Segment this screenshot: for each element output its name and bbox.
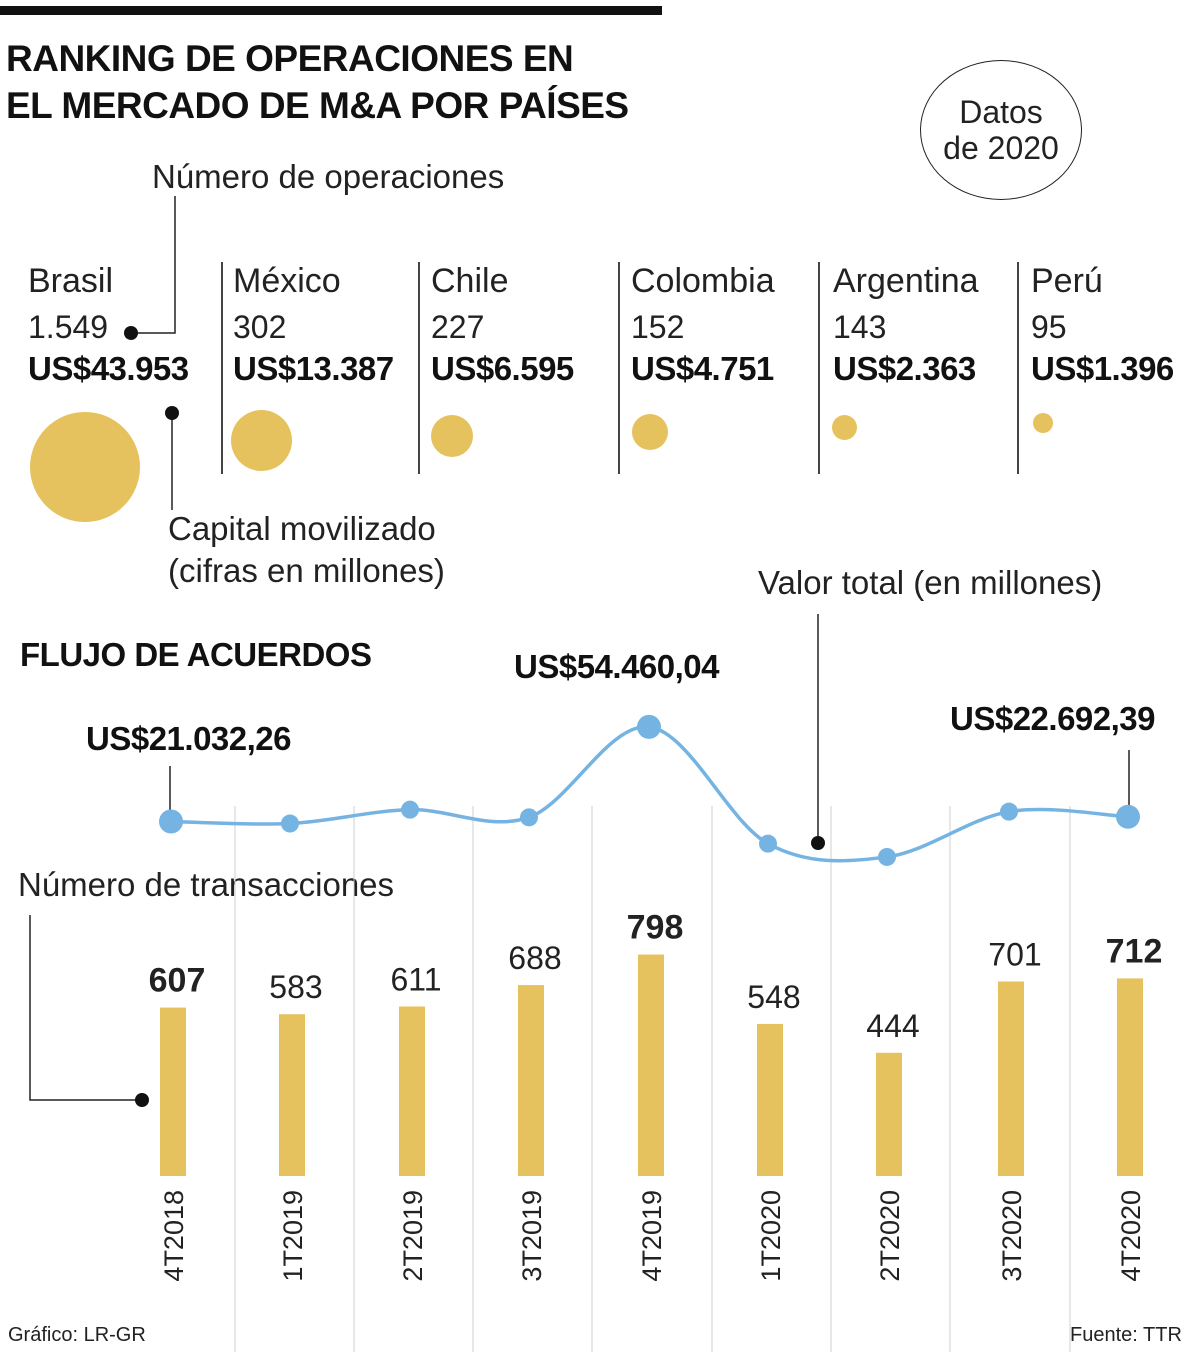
bar-value-label: 688 bbox=[508, 940, 561, 976]
footer-source: Fuente: TTR bbox=[1070, 1324, 1182, 1346]
bubble-brasil bbox=[30, 412, 140, 522]
country-divider bbox=[618, 262, 620, 474]
bubble-colombia bbox=[632, 414, 668, 450]
callout-first: US$21.032,26 bbox=[86, 720, 292, 757]
value-label-dot bbox=[811, 836, 825, 850]
line-point-1T2020 bbox=[759, 834, 777, 853]
country-operations: 302 bbox=[233, 309, 287, 345]
transactions-leader bbox=[29, 915, 142, 1101]
bar-3T2020 bbox=[998, 981, 1024, 1176]
title-line-2: EL MERCADO DE M&A POR PAÍSES bbox=[6, 85, 629, 126]
bar-1T2019 bbox=[279, 1014, 305, 1176]
country-operations: 1.549 bbox=[28, 309, 109, 345]
country-capital: US$2.363 bbox=[833, 350, 976, 387]
country-capital: US$13.387 bbox=[233, 350, 394, 387]
line-point-3T2020 bbox=[1000, 802, 1018, 821]
bar-4T2020 bbox=[1117, 978, 1143, 1176]
bar-value-label: 611 bbox=[390, 961, 441, 997]
country-capital: US$4.751 bbox=[631, 350, 774, 387]
bar-2T2020 bbox=[876, 1052, 902, 1176]
line-point-4T2019 bbox=[637, 714, 661, 739]
line-point-4T2020 bbox=[1116, 804, 1140, 829]
operations-leader-line bbox=[131, 196, 176, 334]
bar-value-label: 583 bbox=[269, 969, 322, 1005]
country-capital: US$6.595 bbox=[431, 350, 574, 387]
country-name: Chile bbox=[431, 262, 509, 300]
transactions-leader-dot bbox=[135, 1093, 149, 1107]
country-name: Brasil bbox=[28, 262, 114, 300]
bar-value-label: 701 bbox=[988, 936, 1041, 972]
bar-1T2020 bbox=[757, 1023, 783, 1176]
country-chile: Chile 227 US$6.595 bbox=[431, 262, 574, 388]
value-label: Valor total (en millones) bbox=[758, 564, 1103, 601]
country-divider bbox=[221, 262, 223, 474]
country-colombia: Colombia 152 US$4.751 bbox=[631, 262, 775, 388]
bar-2T2019 bbox=[399, 1006, 425, 1176]
value-series-line bbox=[170, 725, 1129, 863]
top-rule bbox=[0, 6, 662, 15]
country-argentina: Argentina 143 US$2.363 bbox=[833, 262, 979, 388]
footer-credit: Gráfico: LR-GR bbox=[8, 1324, 146, 1346]
country-name: Colombia bbox=[631, 262, 775, 300]
bar-3T2019 bbox=[518, 985, 544, 1176]
operations-leader-dot bbox=[124, 326, 138, 340]
x-tick-label: 3T2019 bbox=[517, 1190, 547, 1282]
legend-capital-line-2: (cifras en millones) bbox=[168, 552, 445, 589]
bar-value-label: 548 bbox=[747, 979, 800, 1015]
country-name: México bbox=[233, 262, 341, 300]
legend-operations: Número de operaciones bbox=[152, 158, 505, 195]
x-tick-label: 4T2019 bbox=[637, 1190, 667, 1282]
legend-capital-line-1: Capital movilizado bbox=[168, 510, 436, 547]
bubble-chile bbox=[431, 415, 473, 457]
country-divider bbox=[418, 262, 420, 474]
line-point-3T2019 bbox=[520, 808, 538, 827]
bubble-argentina bbox=[832, 415, 857, 440]
line-point-2T2020 bbox=[878, 847, 896, 866]
x-tick-label: 1T2019 bbox=[278, 1190, 308, 1282]
country-divider bbox=[818, 262, 820, 474]
date-badge-line-2: de 2020 bbox=[943, 130, 1059, 166]
x-tick-label: 4T2018 bbox=[159, 1190, 189, 1282]
country-name: Argentina bbox=[833, 262, 979, 300]
bar-value-label: 798 bbox=[627, 909, 684, 947]
transactions-label: Número de transacciones bbox=[18, 866, 395, 903]
country-name: Perú bbox=[1031, 262, 1103, 300]
flow-title: FLUJO DE ACUERDOS bbox=[20, 636, 372, 673]
callout-peak: US$54.460,04 bbox=[514, 648, 720, 685]
bar-value-label: 444 bbox=[866, 1008, 919, 1044]
bubble-mexico bbox=[231, 410, 292, 471]
capital-leader-dot bbox=[165, 406, 179, 420]
country-capital: US$43.953 bbox=[28, 350, 189, 387]
bar-value-label: 607 bbox=[149, 962, 206, 1000]
country-mexico: México 302 US$13.387 bbox=[233, 262, 394, 388]
country-capital: US$1.396 bbox=[1031, 350, 1174, 387]
date-badge-line-1: Datos bbox=[959, 94, 1043, 130]
x-tick-label: 4T2020 bbox=[1116, 1190, 1146, 1282]
title-line-1: RANKING DE OPERACIONES EN bbox=[6, 38, 574, 79]
x-tick-label: 1T2020 bbox=[756, 1190, 786, 1282]
bar-4T2018 bbox=[160, 1007, 186, 1176]
country-divider bbox=[1017, 262, 1019, 474]
x-tick-label: 3T2020 bbox=[997, 1190, 1027, 1282]
country-operations: 227 bbox=[431, 309, 485, 345]
bar-value-label: 712 bbox=[1106, 932, 1163, 970]
country-operations: 152 bbox=[631, 309, 685, 345]
date-badge: Datos de 2020 bbox=[920, 60, 1082, 200]
callout-last: US$22.692,39 bbox=[950, 700, 1156, 737]
country-brasil: Brasil 1.549 US$43.953 bbox=[28, 262, 189, 388]
line-point-2T2019 bbox=[401, 800, 419, 819]
country-operations: 143 bbox=[833, 309, 887, 345]
bubble-peru bbox=[1033, 413, 1053, 433]
bar-4T2019 bbox=[638, 954, 664, 1176]
line-point-4T2018 bbox=[159, 809, 183, 834]
x-tick-label: 2T2019 bbox=[398, 1190, 428, 1282]
country-peru: Perú 95 US$1.396 bbox=[1031, 262, 1174, 388]
country-operations: 95 bbox=[1031, 309, 1067, 345]
x-tick-label: 2T2020 bbox=[875, 1190, 905, 1282]
line-point-1T2019 bbox=[281, 814, 299, 833]
